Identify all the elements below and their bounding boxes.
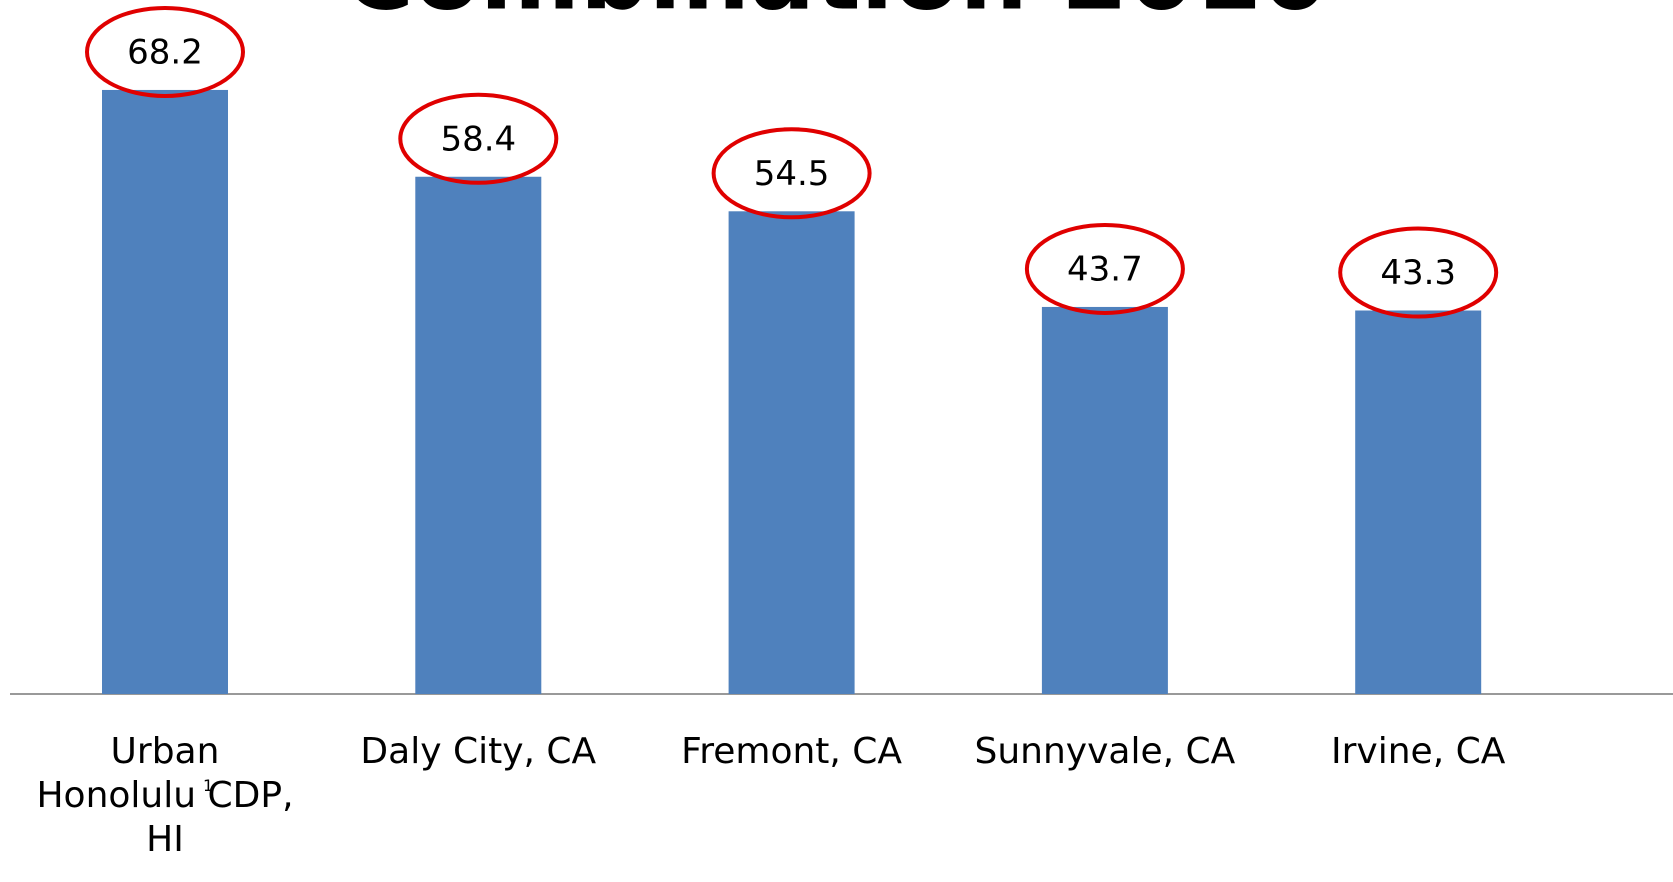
label-highlight [1024, 222, 1185, 315]
value-label: 58.4 [440, 119, 516, 159]
label-highlight [85, 5, 245, 98]
x-tick-label: Sunnyvale, CA [974, 731, 1236, 772]
bar [102, 89, 228, 695]
x-tick-label: Daly City, CA [360, 731, 597, 772]
bar [415, 176, 542, 694]
x-tick: Irvine, CA [1268, 730, 1568, 774]
bar [1041, 306, 1168, 694]
x-tick: Urban Honolulu CDP, HI [15, 730, 315, 862]
x-tick: Daly City, CA [328, 730, 628, 774]
bar [1355, 310, 1482, 694]
x-tick: Sunnyvale, CA [955, 730, 1255, 774]
x-tick: Fremont, CA [642, 730, 942, 774]
label-highlight [398, 92, 559, 185]
value-label: 68.2 [127, 32, 203, 72]
value-label: 43.7 [1067, 249, 1143, 289]
bar [728, 211, 855, 694]
label-highlight [1338, 226, 1499, 319]
value-label: 54.5 [754, 154, 830, 194]
value-label: 43.3 [1380, 253, 1456, 293]
x-tick-label: Fremont, CA [681, 731, 903, 772]
label-highlight [711, 127, 872, 220]
x-tick-label: Irvine, CA [1331, 731, 1506, 772]
x-tick-label: Urban Honolulu CDP, HI [36, 731, 294, 860]
footnote-mark: 1 [203, 776, 214, 795]
chart-title: Combination 2010 [344, 0, 1329, 31]
